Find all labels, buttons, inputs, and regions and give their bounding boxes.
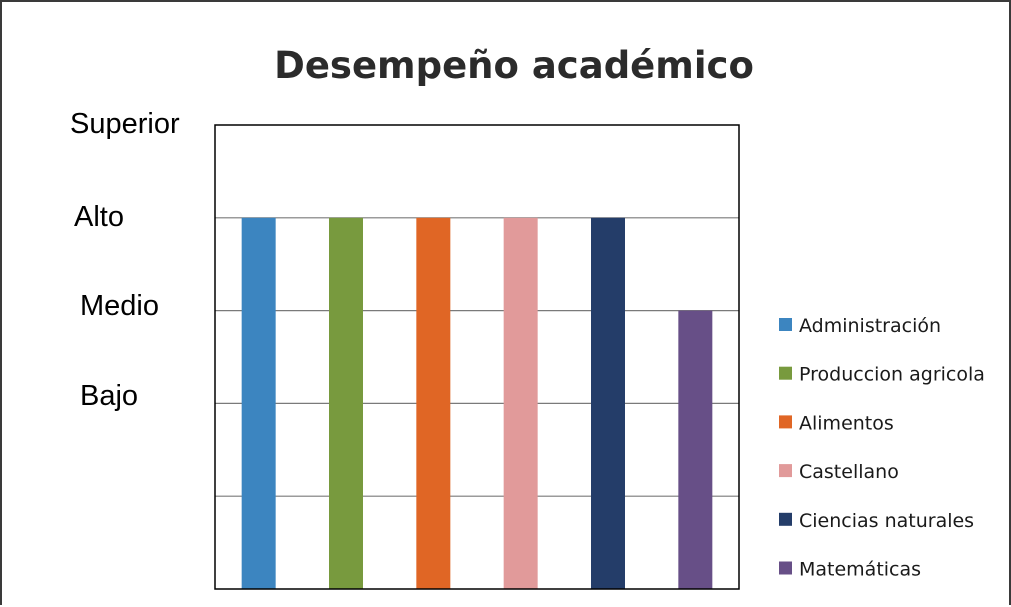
legend-swatch bbox=[779, 366, 792, 380]
legend-label: Produccion agricola bbox=[799, 364, 985, 386]
chart-title: Desempeño académico bbox=[274, 44, 754, 87]
y-label-bajo: Bajo bbox=[80, 380, 138, 412]
legend-label: Ciencias naturales bbox=[799, 510, 974, 532]
bars bbox=[241, 217, 713, 590]
legend-swatch bbox=[779, 464, 792, 478]
legend-swatch bbox=[779, 512, 792, 526]
y-label-superior: Superior bbox=[70, 108, 180, 140]
legend-label: Administración bbox=[799, 315, 941, 337]
legend-label: Matemáticas bbox=[799, 559, 921, 581]
legend-label: Castellano bbox=[799, 461, 899, 483]
grid-lines bbox=[215, 217, 739, 497]
bar bbox=[416, 217, 451, 590]
bar bbox=[503, 217, 538, 590]
bar bbox=[591, 217, 625, 590]
legend-swatch bbox=[779, 318, 792, 331]
bar bbox=[329, 217, 363, 590]
legend-swatch bbox=[779, 561, 792, 575]
plot-area-border bbox=[214, 124, 740, 590]
bar bbox=[241, 217, 276, 590]
y-label-alto: Alto bbox=[74, 201, 124, 233]
legend: Administración Produccion agricola Aliment… bbox=[779, 315, 985, 581]
legend-swatch bbox=[779, 415, 792, 429]
y-axis-labels: Superior Alto Medio Bajo bbox=[70, 108, 180, 412]
legend-label: Alimentos bbox=[799, 412, 894, 434]
bar bbox=[678, 310, 713, 589]
y-label-medio: Medio bbox=[80, 290, 159, 322]
